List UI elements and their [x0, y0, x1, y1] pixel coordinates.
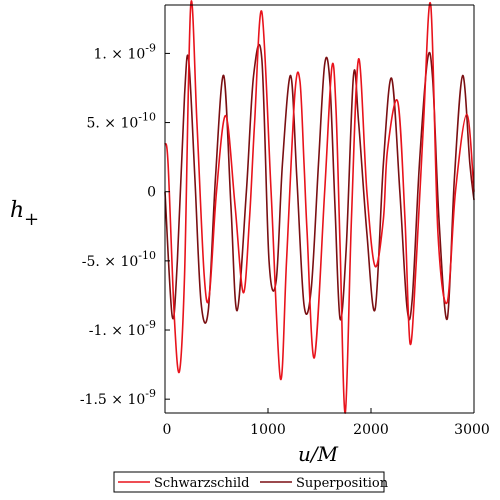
ticks: 0 1000 2000 3000 1. × 10-9 5. × 10-10 0 -5. × 1…: [80, 41, 490, 438]
series-line-schwarzschild: [164, 0, 475, 414]
plot-lines: [164, 0, 475, 414]
x-tick-label: 2000: [353, 422, 389, 438]
series-line-superposition: [164, 43, 475, 324]
x-tick-label: 1000: [250, 422, 286, 438]
legend-label-superposition: Superposition: [296, 476, 389, 491]
y-tick-label: 5. × 10-10: [86, 111, 156, 132]
y-axis-label-subscript: +: [24, 209, 39, 230]
x-axis-label: u/M: [298, 442, 339, 466]
y-tick-label: 0: [147, 185, 156, 201]
legend-label-schwarzschild: Schwarzschild: [154, 476, 249, 491]
y-axis-label: h: [10, 198, 24, 223]
x-tick-label: 3000: [454, 422, 490, 438]
y-tick-label: 1. × 10-9: [93, 41, 156, 62]
x-tick-label: 0: [163, 422, 172, 438]
legend-box: [113, 471, 385, 493]
y-tick-label: -1.5 × 10-9: [80, 387, 156, 408]
y-tick-label: -1. × 10-9: [89, 318, 156, 339]
y-tick-label: -5. × 10-10: [82, 249, 156, 270]
legend: Schwarzschild Superposition: [113, 471, 389, 493]
